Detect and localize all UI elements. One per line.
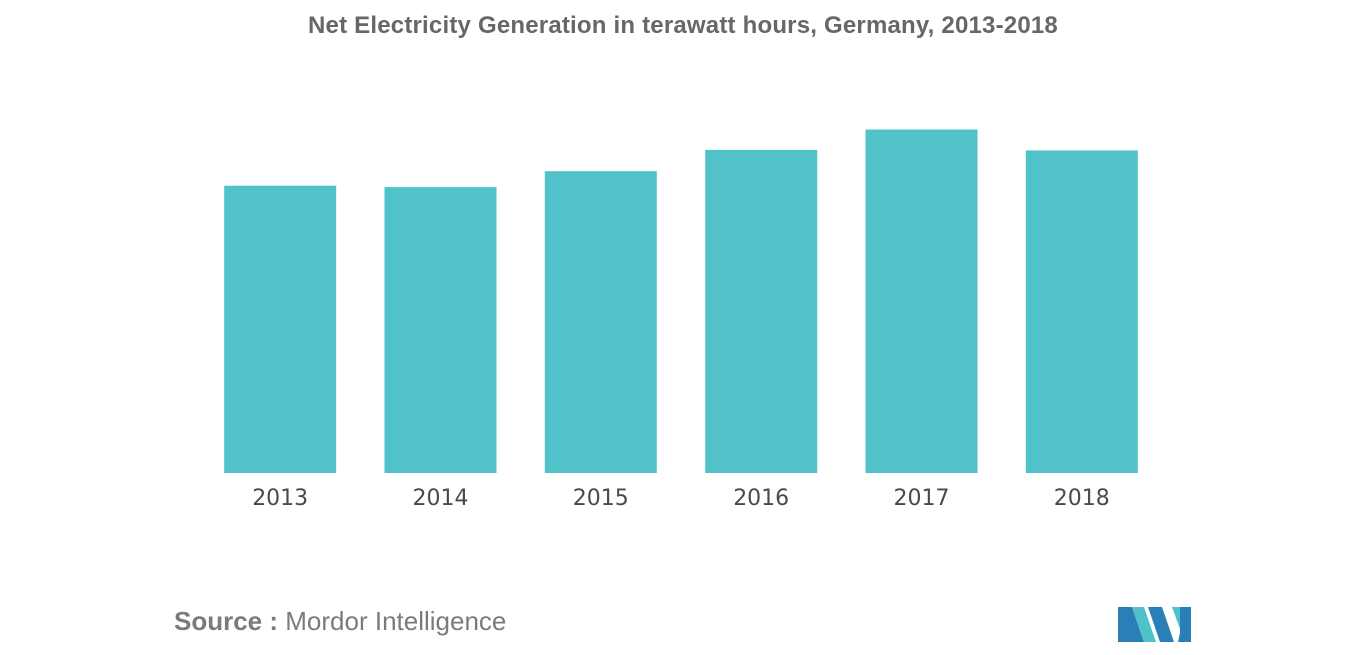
source-attribution: Source : Mordor Intelligence	[174, 606, 506, 637]
bars-layer	[224, 129, 1138, 473]
bar-chart: 2013 2014 2015 2016 2017 2018	[224, 129, 1138, 511]
logo-left-shape	[1118, 607, 1144, 642]
bar-2016	[705, 149, 818, 473]
bar-2018	[1025, 150, 1138, 473]
x-tick-label-2016: 2016	[733, 486, 789, 511]
logo-right-accent	[1172, 607, 1180, 629]
logo-middle-shape	[1148, 607, 1174, 642]
source-label: Source :	[174, 606, 279, 636]
chart-title: Net Electricity Generation in terawatt h…	[308, 12, 1058, 39]
x-tick-label-2018: 2018	[1054, 486, 1110, 511]
bar-2017	[865, 129, 978, 473]
bar-2015	[544, 171, 657, 473]
bar-2014	[384, 187, 497, 473]
x-axis-tick-labels: 2013 2014 2015 2016 2017 2018	[252, 486, 1110, 511]
logo-right-shape	[1178, 607, 1191, 642]
x-tick-label-2013: 2013	[252, 486, 308, 511]
x-tick-label-2015: 2015	[573, 486, 629, 511]
source-value: Mordor Intelligence	[285, 606, 507, 636]
bar-2013	[224, 185, 337, 473]
logo-left-accent	[1132, 607, 1156, 642]
mordor-intelligence-logo-icon	[1118, 607, 1191, 642]
x-tick-label-2014: 2014	[413, 486, 469, 511]
x-tick-label-2017: 2017	[894, 486, 950, 511]
